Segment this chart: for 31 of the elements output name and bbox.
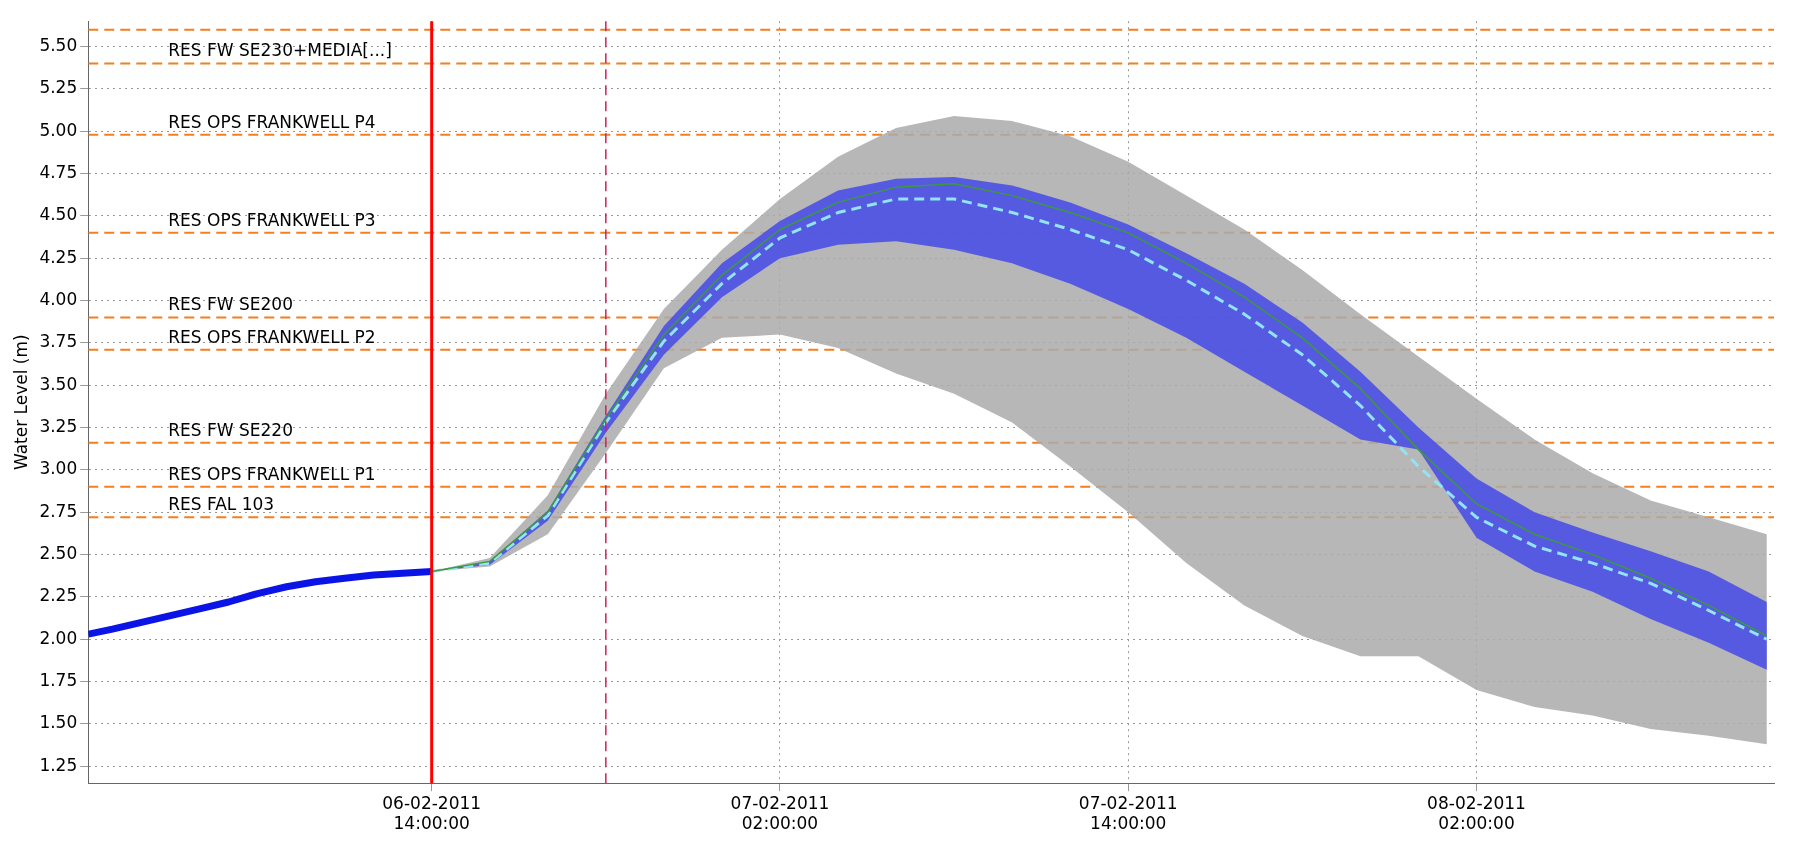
y-tick-label: 5.25 [39, 77, 78, 98]
ref-line-label: RES OPS FRANKWELL P4 [168, 111, 376, 132]
ref-line-label: RES FW SE220 [168, 419, 293, 440]
y-tick-label: 2.00 [39, 627, 78, 648]
y-tick-label: 4.00 [39, 289, 78, 310]
ref-line-label: RES OPS FRANKWELL P2 [168, 326, 376, 347]
ref-line-label: RES FW SE230+MEDIA[...] [168, 40, 392, 61]
y-tick-label: 3.25 [39, 416, 78, 437]
y-tick-label: 2.25 [39, 585, 78, 606]
y-tick-label: 4.75 [39, 162, 78, 183]
x-tick-label: 07-02-2011 14:00:00 [1078, 792, 1178, 834]
x-tick-label: 06-02-2011 14:00:00 [382, 792, 482, 834]
y-tick-label: 2.50 [39, 543, 78, 564]
y-tick-label: 4.25 [39, 246, 78, 267]
y-tick-label: 5.50 [39, 35, 78, 56]
y-tick-label: 1.50 [39, 712, 78, 733]
y-tick-label: 2.75 [39, 500, 78, 521]
y-tick-label: 4.50 [39, 204, 78, 225]
ref-line-label: RES OPS FRANKWELL P3 [168, 209, 376, 230]
y-tick-label: 1.25 [39, 754, 78, 775]
x-tick-label: 07-02-2011 02:00:00 [730, 792, 830, 834]
y-tick-label: 5.00 [39, 119, 78, 140]
ref-line-label: RES FAL 103 [168, 494, 275, 515]
y-tick-label: 3.75 [39, 331, 78, 352]
ref-line-label: RES OPS FRANKWELL P1 [168, 463, 376, 484]
ref-line-label: RES FW SE200 [168, 294, 293, 315]
x-tick-label: 08-02-2011 02:00:00 [1427, 792, 1526, 834]
y-tick-label: 3.00 [39, 458, 78, 479]
y-tick-label: 3.50 [39, 373, 78, 394]
y-axis-title: Water Level (m) [10, 334, 31, 471]
y-tick-label: 1.75 [39, 670, 78, 691]
